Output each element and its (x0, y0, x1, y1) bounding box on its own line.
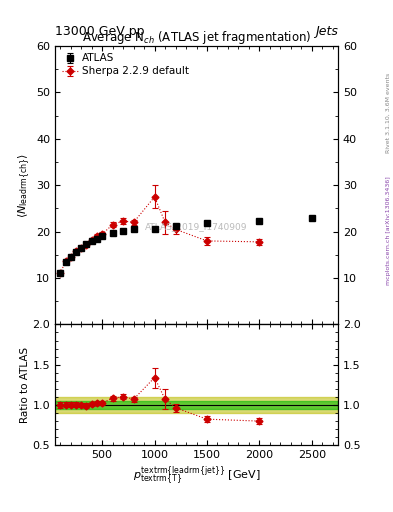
Text: Jets: Jets (315, 26, 338, 38)
Y-axis label: Ratio to ATLAS: Ratio to ATLAS (20, 347, 29, 423)
Legend: ATLAS, Sherpa 2.2.9 default: ATLAS, Sherpa 2.2.9 default (60, 51, 191, 78)
Text: Rivet 3.1.10, 3.6M events: Rivet 3.1.10, 3.6M events (386, 73, 391, 153)
Text: mcplots.cern.ch [arXiv:1306.3436]: mcplots.cern.ch [arXiv:1306.3436] (386, 176, 391, 285)
Bar (55, 401, 338, 409)
Text: ATLAS_2019_I1740909: ATLAS_2019_I1740909 (145, 223, 248, 231)
Title: Average N$_{ch}$ (ATLAS jet fragmentation): Average N$_{ch}$ (ATLAS jet fragmentatio… (82, 29, 311, 46)
X-axis label: $p_{\rm textrm\{T\}}^{\rm textrm\{leadrm\{jet\}\}}$ [GeV]: $p_{\rm textrm\{T\}}^{\rm textrm\{leadrm… (132, 464, 261, 487)
Y-axis label: $\langle N_{\rm leadrm\{ch\}} \rangle$: $\langle N_{\rm leadrm\{ch\}} \rangle$ (17, 153, 33, 218)
Text: 13000 GeV pp: 13000 GeV pp (55, 26, 145, 38)
Bar (55, 397, 338, 413)
